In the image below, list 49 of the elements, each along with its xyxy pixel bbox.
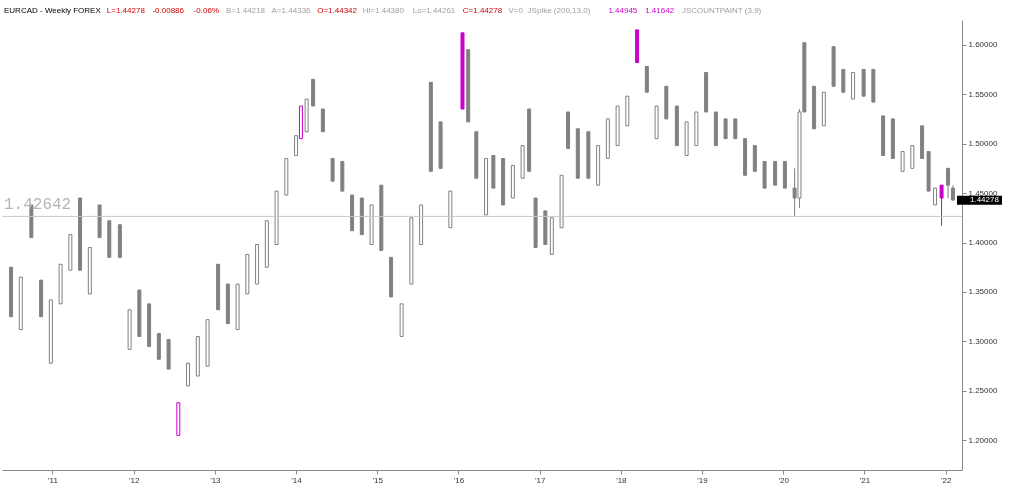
text: JSpike (200,13,0)	[527, 6, 591, 15]
text: Hi=1.44380	[362, 6, 405, 15]
y-tick-label: 1.45000	[968, 188, 998, 198]
x-tick-label: '19	[697, 475, 709, 485]
candlestick	[939, 184, 944, 227]
y-tick-label: 1.35000	[968, 287, 998, 297]
candlestick	[900, 151, 905, 172]
y-tick-label: 1.55000	[968, 89, 998, 99]
text: V=0	[508, 6, 524, 15]
text: -0.00886	[152, 6, 185, 15]
candlestick	[723, 118, 728, 140]
candlestick	[733, 118, 738, 140]
text: O=1.44342	[317, 6, 358, 15]
x-tick-label: '20	[778, 475, 790, 485]
text: Lo=1.44261	[412, 6, 456, 15]
x-tick-label: '16	[453, 475, 465, 485]
y-tick-label: 1.40000	[968, 238, 998, 248]
text: JSCOUNTPAINT (3,9)	[682, 6, 762, 15]
candlestick	[773, 160, 778, 186]
candlestick	[841, 68, 846, 93]
ref-line-label: 1.42642	[4, 196, 72, 215]
x-tick-label: '12	[128, 475, 140, 485]
text: L=1.44278	[106, 6, 146, 15]
candlestick	[910, 145, 915, 169]
text: B=1.44218	[226, 6, 266, 15]
x-tick-label: '15	[372, 475, 384, 485]
x-tick-label: '18	[616, 475, 628, 485]
y-tick-label: 1.30000	[968, 336, 998, 346]
x-tick-label: '14	[291, 475, 303, 485]
candlestick	[186, 362, 191, 387]
y-tick-label: 1.25000	[968, 386, 998, 396]
annotation: 1.44278	[970, 195, 1000, 205]
text: 1.41642	[645, 6, 675, 15]
text: A=1.44336	[271, 6, 312, 15]
chart-title: EURCAD - Weekly FOREX	[4, 6, 102, 15]
y-tick-label: 1.60000	[968, 40, 998, 50]
text: -0.06%	[193, 6, 219, 15]
y-tick-label: 1.50000	[968, 139, 998, 149]
candlestick	[946, 167, 951, 199]
y-tick-label: 1.20000	[968, 435, 998, 445]
candlestick	[330, 157, 335, 182]
text: C=1.44278	[462, 6, 503, 15]
x-tick-label: '11	[48, 475, 59, 485]
x-tick-label: '17	[534, 475, 546, 485]
x-tick-label: '22	[940, 475, 952, 485]
x-tick-label: '21	[859, 475, 871, 485]
x-tick-label: '13	[210, 475, 222, 485]
candlestick	[320, 108, 325, 133]
text: 1.44945	[608, 6, 638, 15]
